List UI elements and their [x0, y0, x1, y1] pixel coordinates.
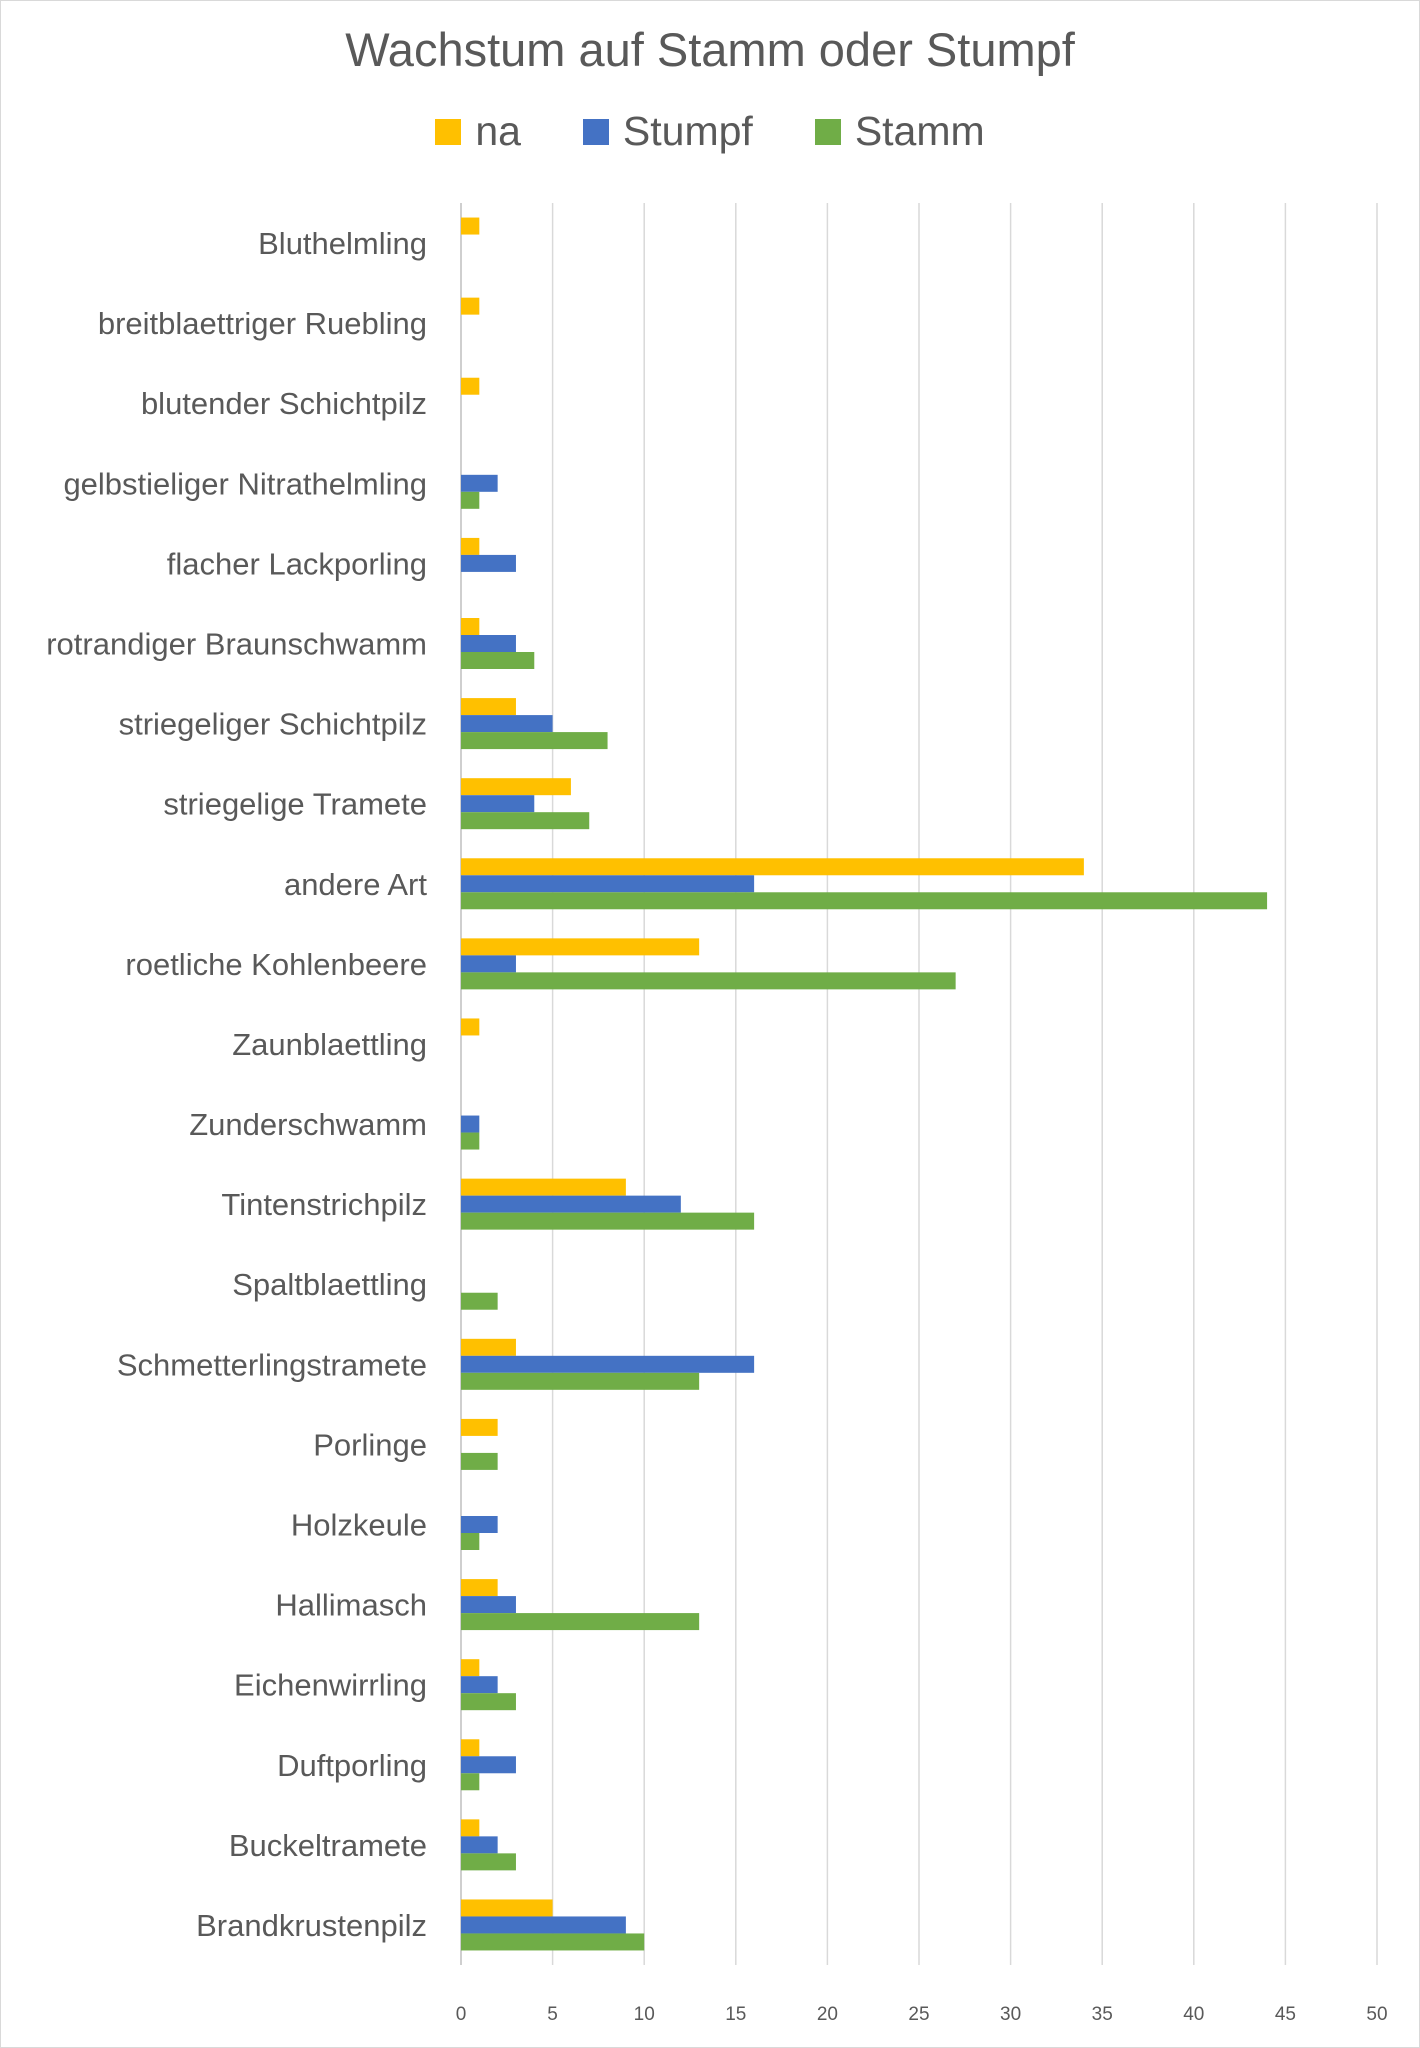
- bar-stamm-eichenwirrling: [461, 1693, 516, 1711]
- bar-stumpf-hallimasch: [461, 1596, 516, 1614]
- bar-na-brandkrustenpilz: [461, 1899, 553, 1917]
- legend-swatch-stumpf: [582, 118, 609, 145]
- bar-stamm-andere-art: [461, 892, 1268, 910]
- bar-stumpf-schmetterlingstramete: [461, 1355, 755, 1373]
- bar-stamm-roetliche-kohlenbeere: [461, 972, 956, 990]
- bar-na-porlinge: [461, 1418, 498, 1436]
- bar-stamm-zunderschwamm: [461, 1132, 480, 1150]
- legend-item-stumpf: Stumpf: [582, 108, 753, 155]
- category-label-striegelige-tramete: striegelige Tramete: [163, 787, 427, 822]
- bar-stamm-tintenstrichpilz: [461, 1212, 755, 1230]
- legend-item-na: na: [435, 108, 521, 155]
- bar-stamm-spaltblaettling: [461, 1292, 498, 1310]
- bar-na-zaunblaettling: [461, 1018, 480, 1036]
- bar-stamm-striegeliger-schichtpilz: [461, 732, 608, 750]
- bar-stamm-rotrandiger-braunschwamm: [461, 652, 535, 669]
- category-label-holzkeule: Holzkeule: [291, 1508, 427, 1543]
- x-tick-label-45: 45: [1275, 2004, 1296, 2025]
- bar-na-striegeliger-schichtpilz: [461, 698, 516, 716]
- category-label-bluthelmling: Bluthelmling: [258, 226, 427, 261]
- category-label-flacher-lackporling: flacher Lackporling: [167, 546, 427, 581]
- bar-stumpf-striegeliger-schichtpilz: [461, 715, 553, 733]
- category-label-eichenwirrling: Eichenwirrling: [234, 1668, 427, 1703]
- category-label-brandkrustenpilz: Brandkrustenpilz: [196, 1908, 427, 1943]
- bar-na-buckeltramete: [461, 1819, 480, 1837]
- x-tick-label-10: 10: [634, 2004, 655, 2025]
- category-label-rotrandiger-braunschwamm: rotrandiger Braunschwamm: [46, 627, 427, 662]
- bar-stamm-schmetterlingstramete: [461, 1372, 700, 1390]
- x-tick-label-5: 5: [547, 2004, 558, 2025]
- x-tick-label-15: 15: [725, 2004, 746, 2025]
- category-label-zunderschwamm: Zunderschwamm: [189, 1107, 427, 1142]
- x-tick-label-25: 25: [908, 2004, 929, 2025]
- bar-na-schmetterlingstramete: [461, 1338, 516, 1356]
- legend-label-stumpf: Stumpf: [622, 108, 753, 154]
- bar-stumpf-eichenwirrling: [461, 1676, 498, 1694]
- category-label-duftporling: Duftporling: [277, 1748, 427, 1783]
- bar-na-eichenwirrling: [461, 1659, 480, 1677]
- legend-swatch-stamm: [814, 118, 841, 145]
- bar-stumpf-gelbstieliger-nitrathelmling: [461, 474, 498, 492]
- bar-na-andere-art: [461, 858, 1084, 876]
- category-label-andere-art: andere Art: [284, 867, 427, 902]
- bar-stumpf-rotrandiger-braunschwamm: [461, 635, 516, 652]
- legend: na Stumpf Stamm: [0, 108, 1420, 155]
- bar-na-breitblaettriger-ruebling: [461, 297, 480, 315]
- bar-stamm-brandkrustenpilz: [461, 1933, 645, 1951]
- bar-stamm-buckeltramete: [461, 1853, 516, 1871]
- category-label-tintenstrichpilz: Tintenstrichpilz: [221, 1187, 427, 1222]
- bar-stamm-hallimasch: [461, 1613, 700, 1631]
- category-label-gelbstieliger-nitrathelmling: gelbstieliger Nitrathelmling: [63, 466, 427, 501]
- bar-na-duftporling: [461, 1739, 480, 1757]
- bar-stumpf-zunderschwamm: [461, 1115, 480, 1133]
- bar-na-hallimasch: [461, 1579, 498, 1597]
- category-label-blutender-schichtpilz: blutender Schichtpilz: [141, 386, 427, 421]
- bar-stumpf-buckeltramete: [461, 1836, 498, 1854]
- bar-na-tintenstrichpilz: [461, 1178, 626, 1196]
- bar-stumpf-brandkrustenpilz: [461, 1916, 626, 1934]
- bar-stumpf-roetliche-kohlenbeere: [461, 955, 516, 973]
- x-tick-label-35: 35: [1092, 2004, 1113, 2025]
- bar-stamm-holzkeule: [461, 1533, 480, 1550]
- legend-label-na: na: [475, 108, 521, 154]
- bar-stumpf-tintenstrichpilz: [461, 1195, 681, 1213]
- bar-stamm-duftporling: [461, 1773, 480, 1791]
- category-label-spaltblaettling: Spaltblaettling: [232, 1267, 427, 1302]
- bar-stamm-striegelige-tramete: [461, 812, 590, 830]
- bar-stumpf-flacher-lackporling: [461, 554, 516, 572]
- category-label-breitblaettriger-ruebling: breitblaettriger Ruebling: [98, 306, 427, 341]
- x-tick-label-30: 30: [1000, 2004, 1021, 2025]
- bar-na-rotrandiger-braunschwamm: [461, 618, 480, 635]
- category-label-striegeliger-schichtpilz: striegeliger Schichtpilz: [119, 707, 427, 742]
- x-tick-label-40: 40: [1183, 2004, 1204, 2025]
- x-tick-label-0: 0: [456, 2004, 467, 2025]
- category-label-schmetterlingstramete: Schmetterlingstramete: [117, 1347, 427, 1382]
- bar-na-blutender-schichtpilz: [461, 377, 480, 395]
- x-tick-label-50: 50: [1366, 2004, 1387, 2025]
- category-label-buckeltramete: Buckeltramete: [229, 1828, 427, 1863]
- category-label-roetliche-kohlenbeere: roetliche Kohlenbeere: [125, 947, 427, 982]
- bar-na-bluthelmling: [461, 217, 480, 235]
- chart-title: Wachstum auf Stamm oder Stumpf: [345, 23, 1075, 76]
- category-label-zaunblaettling: Zaunblaettling: [232, 1027, 427, 1062]
- bar-stamm-porlinge: [461, 1452, 498, 1470]
- bar-stumpf-striegelige-tramete: [461, 795, 535, 813]
- bar-stumpf-holzkeule: [461, 1516, 498, 1533]
- legend-item-stamm: Stamm: [814, 108, 985, 155]
- bar-stamm-gelbstieliger-nitrathelmling: [461, 491, 480, 509]
- bar-stumpf-duftporling: [461, 1756, 516, 1774]
- bar-na-roetliche-kohlenbeere: [461, 938, 700, 956]
- legend-label-stamm: Stamm: [854, 108, 985, 154]
- bar-na-striegelige-tramete: [461, 778, 571, 796]
- bar-na-flacher-lackporling: [461, 537, 480, 555]
- legend-swatch-na: [435, 118, 462, 145]
- x-tick-label-20: 20: [817, 2004, 838, 2025]
- category-label-hallimasch: Hallimasch: [275, 1588, 427, 1623]
- category-label-porlinge: Porlinge: [313, 1427, 427, 1462]
- bar-stumpf-andere-art: [461, 875, 755, 893]
